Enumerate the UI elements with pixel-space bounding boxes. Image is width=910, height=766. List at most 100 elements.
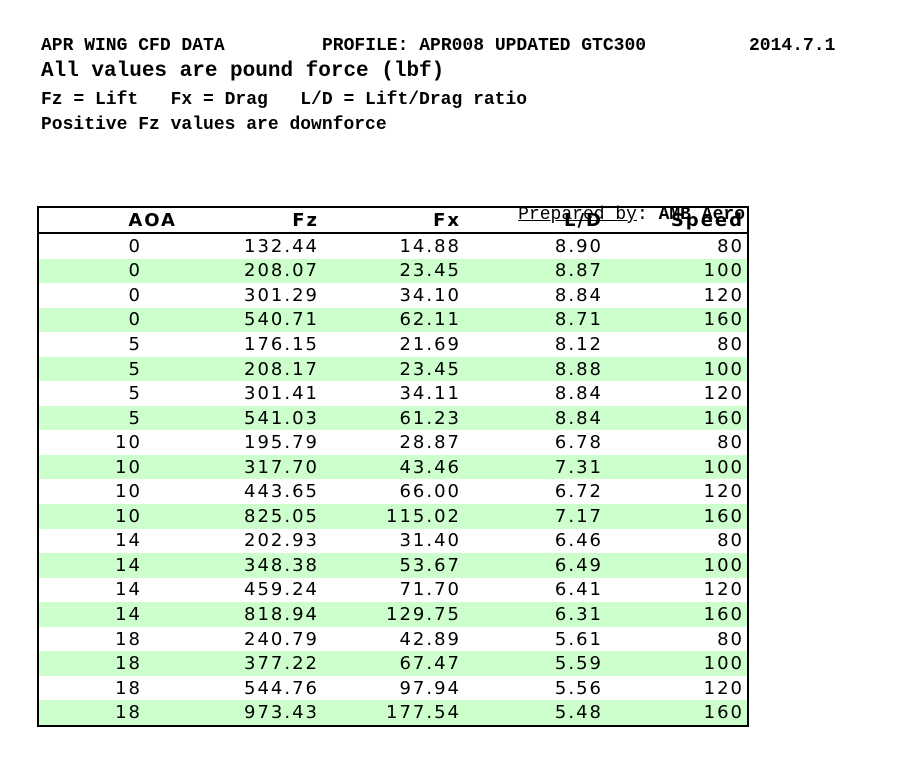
cell-ld: 8.12 xyxy=(554,333,603,355)
cell-fz: 208.17 xyxy=(244,358,319,380)
table-row: 14 202.93 31.40 6.46 80 xyxy=(38,529,748,554)
cell-ld: 8.90 xyxy=(554,235,603,257)
cell-fz: 541.03 xyxy=(244,407,319,429)
column-header-fz: Fz xyxy=(180,207,322,234)
table-header-row: AOA Fz Fx L/D Speed xyxy=(38,207,748,234)
cell-aoa: 5 xyxy=(128,358,142,380)
cell-speed: 160 xyxy=(703,702,744,724)
cell-ld: 5.59 xyxy=(554,653,603,675)
cell-aoa: 10 xyxy=(115,505,142,527)
cell-fx: 61.23 xyxy=(399,407,461,429)
cell-ld: 8.88 xyxy=(554,358,603,380)
column-header-speed: Speed xyxy=(606,207,748,234)
cell-ld: 8.84 xyxy=(554,407,603,429)
table-row: 10 825.05 115.02 7.17 160 xyxy=(38,504,748,529)
cell-aoa: 14 xyxy=(115,603,142,625)
downforce-note: Positive Fz values are downforce xyxy=(41,115,387,135)
cell-fz: 377.22 xyxy=(244,653,319,675)
table-row: 14 348.38 53.67 6.49 100 xyxy=(38,553,748,578)
cfd-data-table: AOA Fz Fx L/D Speed 0 132.44 14.88 8.90 80 0 2… xyxy=(37,206,749,727)
cell-speed: 120 xyxy=(703,284,744,306)
document-title: APR WING CFD DATA xyxy=(41,36,225,56)
table-row: 5 208.17 23.45 8.88 100 xyxy=(38,356,748,382)
cell-aoa: 14 xyxy=(115,530,142,552)
cell-fz: 176.15 xyxy=(244,333,319,355)
cell-speed: 80 xyxy=(717,333,744,355)
cell-aoa: 14 xyxy=(115,554,142,576)
cell-ld: 8.87 xyxy=(554,260,603,282)
cell-aoa: 10 xyxy=(115,432,142,454)
cell-ld: 5.61 xyxy=(554,628,603,650)
cell-speed: 100 xyxy=(703,260,744,282)
cell-fz: 301.29 xyxy=(244,284,319,306)
cell-ld: 6.78 xyxy=(554,432,603,454)
cell-aoa: 10 xyxy=(115,481,142,503)
cell-aoa: 5 xyxy=(128,383,142,405)
cell-fz: 195.79 xyxy=(244,432,319,454)
cell-fz: 544.76 xyxy=(244,677,319,699)
cell-fx: 71.70 xyxy=(399,579,461,601)
table-row: 14 818.94 129.75 6.31 160 xyxy=(38,602,748,627)
table-body: 0 132.44 14.88 8.90 80 0 208.07 23.45 8.87 100 0 30… xyxy=(38,233,748,726)
cell-aoa: 18 xyxy=(115,628,142,650)
cell-fz: 132.44 xyxy=(244,235,319,257)
legend-line: Fz = Lift Fx = Drag L/D = Lift/Drag rati… xyxy=(41,90,528,110)
cell-speed: 80 xyxy=(717,628,744,650)
cell-aoa: 14 xyxy=(115,579,142,601)
cell-ld: 5.48 xyxy=(554,702,603,724)
cell-fx: 42.89 xyxy=(399,628,461,650)
table-row: 5 541.03 61.23 8.84 160 xyxy=(38,405,748,431)
table-row: 18 377.22 67.47 5.59 100 xyxy=(38,651,748,676)
table-row: 0 132.44 14.88 8.90 80 xyxy=(38,233,748,259)
table-row: 0 301.29 34.10 8.84 120 xyxy=(38,283,748,308)
cell-speed: 160 xyxy=(703,407,744,429)
document-date: 2014.7.1 xyxy=(749,36,836,56)
cell-speed: 100 xyxy=(703,456,744,478)
cell-fx: 62.11 xyxy=(399,309,461,331)
cell-fz: 825.05 xyxy=(244,505,319,527)
cell-fz: 818.94 xyxy=(244,603,319,625)
cell-ld: 6.46 xyxy=(554,530,603,552)
cell-speed: 100 xyxy=(703,358,744,380)
cell-fx: 28.87 xyxy=(399,432,461,454)
cell-fz: 348.38 xyxy=(244,554,319,576)
cell-speed: 160 xyxy=(703,505,744,527)
cell-speed: 100 xyxy=(703,653,744,675)
table-row: 0 208.07 23.45 8.87 100 xyxy=(38,258,748,284)
cell-speed: 100 xyxy=(703,554,744,576)
cell-fx: 129.75 xyxy=(386,603,461,625)
cell-fx: 177.54 xyxy=(386,702,461,724)
cell-speed: 120 xyxy=(703,481,744,503)
cell-ld: 7.17 xyxy=(554,505,603,527)
cell-fx: 14.88 xyxy=(399,235,461,257)
cell-speed: 80 xyxy=(717,235,744,257)
table-row: 14 459.24 71.70 6.41 120 xyxy=(38,578,748,603)
cell-speed: 160 xyxy=(703,309,744,331)
table-row: 10 443.65 66.00 6.72 120 xyxy=(38,479,748,504)
cell-aoa: 0 xyxy=(128,235,142,257)
cell-fx: 34.10 xyxy=(399,284,461,306)
cell-aoa: 5 xyxy=(128,407,142,429)
cell-speed: 120 xyxy=(703,579,744,601)
cell-fz: 443.65 xyxy=(244,481,319,503)
cell-aoa: 0 xyxy=(128,284,142,306)
profile-label: PROFILE: APR008 UPDATED GTC300 xyxy=(322,36,647,56)
cell-aoa: 18 xyxy=(115,702,142,724)
cell-ld: 6.31 xyxy=(554,603,603,625)
cell-fx: 34.11 xyxy=(399,383,461,405)
cell-ld: 6.72 xyxy=(554,481,603,503)
cell-speed: 80 xyxy=(717,530,744,552)
cell-fx: 97.94 xyxy=(399,677,461,699)
cell-fz: 301.41 xyxy=(244,383,319,405)
cell-ld: 7.31 xyxy=(554,456,603,478)
cell-fz: 973.43 xyxy=(244,702,319,724)
cell-aoa: 18 xyxy=(115,677,142,699)
cell-fx: 43.46 xyxy=(399,456,461,478)
cell-fx: 21.69 xyxy=(399,333,461,355)
table-row: 5 301.41 34.11 8.84 120 xyxy=(38,381,748,406)
column-header-aoa: AOA xyxy=(38,207,180,234)
cell-fx: 115.02 xyxy=(386,505,461,527)
cell-ld: 8.71 xyxy=(554,309,603,331)
cell-ld: 8.84 xyxy=(554,383,603,405)
title-line: APR WING CFD DATA PROFILE: APR008 UPDATE… xyxy=(0,36,910,56)
